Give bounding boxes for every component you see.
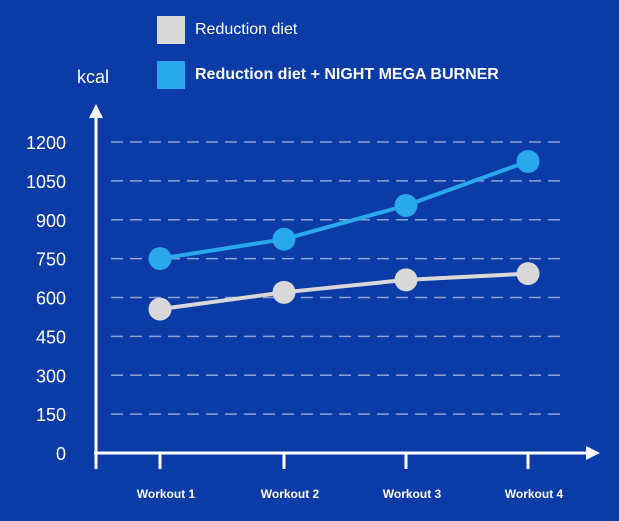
legend-item-reduction-diet: Reduction diet bbox=[157, 14, 499, 46]
x-tick-label-4: Workout 4 bbox=[505, 487, 564, 501]
x-tick-labels: Workout 1 Workout 2 Workout 3 Workout 4 bbox=[137, 453, 564, 501]
series-lines bbox=[159, 159, 529, 312]
y-tick-label-300: 300 bbox=[36, 366, 66, 386]
data-point-s1-4 bbox=[516, 262, 540, 286]
x-tick-label-1: Workout 1 bbox=[137, 487, 196, 501]
legend: Reduction diet Reduction diet + NIGHT ME… bbox=[157, 14, 499, 104]
series-points bbox=[148, 149, 540, 321]
data-point-s2-3 bbox=[394, 193, 418, 217]
data-point-s1-2 bbox=[272, 280, 296, 304]
legend-swatch-night-mega-burner bbox=[157, 61, 185, 89]
y-axis-arrow-icon bbox=[89, 104, 103, 118]
y-tick-labels: 0 150 300 450 600 750 900 1050 1200 bbox=[26, 133, 66, 464]
y-tick-label-900: 900 bbox=[36, 211, 66, 231]
legend-label-night-mega-burner: Reduction diet + NIGHT MEGA BURNER bbox=[195, 66, 499, 83]
y-tick-label-600: 600 bbox=[36, 289, 66, 309]
y-tick-label-150: 150 bbox=[36, 405, 66, 425]
y-tick-label-0: 0 bbox=[56, 444, 66, 464]
y-axis-label: kcal bbox=[77, 67, 109, 87]
x-axis-arrow-icon bbox=[586, 446, 600, 460]
data-point-s1-1 bbox=[148, 297, 172, 321]
x-tick-label-2: Workout 2 bbox=[261, 487, 320, 501]
data-point-s1-3 bbox=[394, 268, 418, 292]
y-tick-label-750: 750 bbox=[36, 250, 66, 270]
data-point-s2-2 bbox=[272, 227, 296, 251]
legend-label-reduction-diet: Reduction diet bbox=[195, 21, 298, 38]
grid-lines bbox=[111, 141, 567, 415]
y-tick-label-1200: 1200 bbox=[26, 133, 66, 153]
legend-swatch-reduction-diet bbox=[157, 16, 185, 44]
data-point-s2-4 bbox=[516, 149, 540, 173]
x-tick-label-3: Workout 3 bbox=[383, 487, 442, 501]
y-tick-label-1050: 1050 bbox=[26, 172, 66, 192]
series-line-2 bbox=[159, 159, 529, 261]
axes: kcal bbox=[77, 67, 600, 469]
y-tick-label-450: 450 bbox=[36, 327, 66, 347]
series-line-1 bbox=[159, 271, 529, 312]
legend-item-night-mega-burner: Reduction diet + NIGHT MEGA BURNER bbox=[157, 59, 499, 91]
data-point-s2-1 bbox=[148, 247, 172, 271]
